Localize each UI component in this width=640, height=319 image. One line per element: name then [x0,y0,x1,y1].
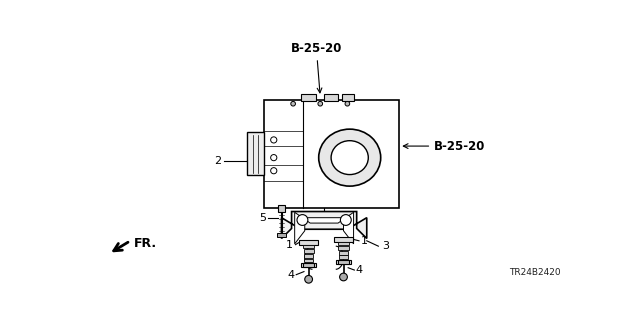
Bar [324,94,338,101]
Bar [301,94,316,101]
Text: 3: 3 [382,241,389,251]
Text: 4: 4 [356,265,363,275]
Bar [336,260,351,264]
Circle shape [345,101,349,106]
Polygon shape [282,211,367,239]
Text: FR.: FR. [134,237,157,249]
Text: 4: 4 [287,270,294,280]
Polygon shape [294,212,353,244]
Circle shape [291,101,296,106]
Bar [339,256,348,259]
Polygon shape [278,205,285,211]
Bar [304,254,313,258]
Bar [339,251,348,255]
Bar [300,240,318,245]
Text: B-25-20: B-25-20 [291,42,342,93]
Text: 1: 1 [286,240,293,250]
Bar [301,263,316,267]
Polygon shape [264,100,399,208]
Circle shape [271,137,277,143]
Bar [303,249,314,253]
Circle shape [271,168,277,174]
Bar [277,233,286,237]
Text: TR24B2420: TR24B2420 [509,268,561,277]
Bar [303,245,314,249]
Bar [338,241,349,245]
Text: 1: 1 [360,236,367,246]
Text: 2: 2 [214,157,221,167]
Bar [334,237,353,241]
Circle shape [297,215,308,226]
Circle shape [340,273,348,281]
Bar [339,246,349,250]
Ellipse shape [319,129,381,186]
Bar [248,132,264,175]
Circle shape [305,275,312,283]
Bar [305,258,313,262]
Bar [342,94,355,101]
Circle shape [318,101,323,106]
Circle shape [271,154,277,161]
Bar [338,260,349,264]
Circle shape [340,215,351,226]
Text: 5: 5 [259,213,266,223]
Text: B-25-20: B-25-20 [403,140,486,152]
Ellipse shape [331,141,368,174]
Bar [303,263,314,267]
